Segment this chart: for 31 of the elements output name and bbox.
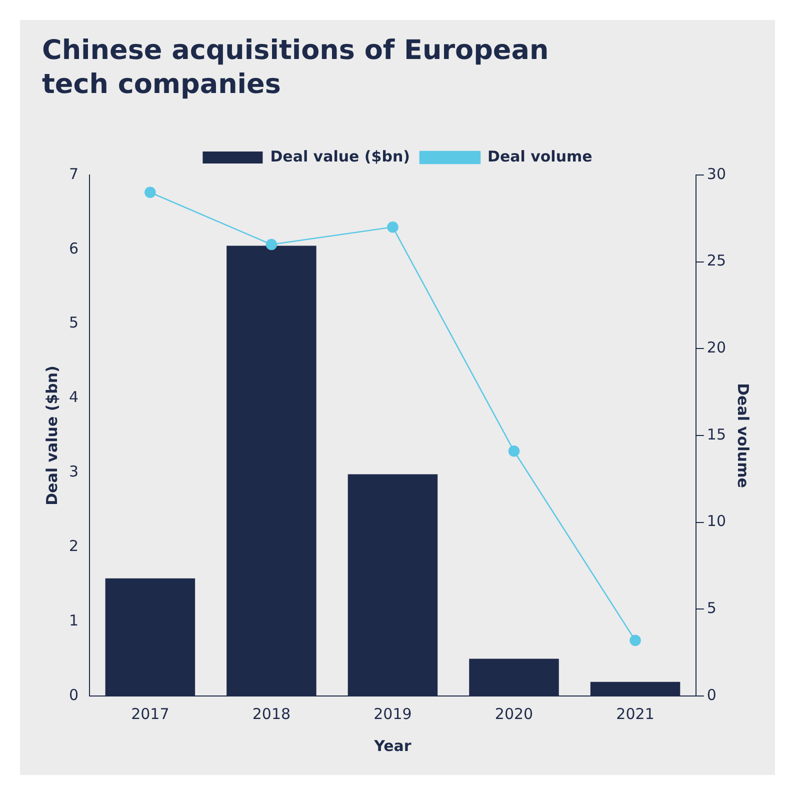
- y-tick-label: 6: [68, 239, 79, 258]
- y2-tick-label: 30: [706, 164, 726, 183]
- y-tick-label: 1: [68, 611, 79, 630]
- x-tick-label: 2017: [131, 704, 170, 723]
- point: [630, 634, 641, 646]
- y2-tick-label: 5: [706, 599, 716, 618]
- y2-tick-label: 25: [706, 252, 726, 270]
- y2-tick-label: 10: [706, 512, 726, 530]
- y2-tick-label: 20: [706, 338, 726, 357]
- point: [266, 238, 278, 250]
- x-tick-label: 2020: [494, 704, 534, 723]
- y-tick-label: 3: [68, 462, 79, 481]
- y2-axis-title: Deal volume: [734, 383, 752, 488]
- x-tick-label: 2018: [252, 704, 291, 723]
- y-tick-label: 4: [68, 388, 79, 406]
- y2-tick-label: 15: [706, 425, 726, 444]
- y-tick-label: 0: [68, 686, 79, 704]
- point: [387, 221, 398, 233]
- x-tick-label: 2021: [616, 704, 654, 723]
- x-tick-label: 2019: [374, 704, 412, 723]
- y2-tick-label: 0: [706, 686, 716, 704]
- y-tick-label: 7: [68, 164, 79, 183]
- legend-label: Deal volume: [487, 147, 592, 166]
- legend-label: Deal value ($bn): [270, 147, 410, 166]
- y-tick-label: 5: [68, 314, 79, 332]
- point: [508, 445, 520, 457]
- chart-title: Chinese acquisitions of European tech companies: [42, 34, 550, 102]
- y-axis-title: Deal value ($bn): [42, 366, 61, 506]
- point: [144, 186, 156, 198]
- x-axis-title: Year: [373, 736, 412, 755]
- y-tick-label: 2: [68, 537, 79, 556]
